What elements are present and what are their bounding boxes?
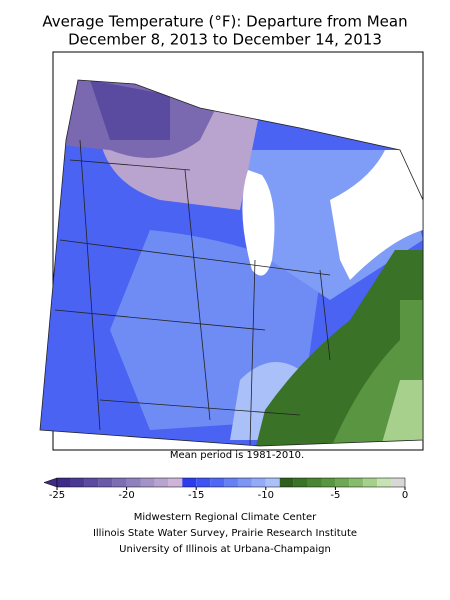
colorbar-swatch (182, 478, 197, 487)
colorbar-tick-label: -5 (330, 490, 340, 501)
colorbar-arrow (43, 477, 58, 488)
colorbar-swatch (210, 478, 225, 487)
colorbar-swatch (335, 478, 350, 487)
mean-period-note: Mean period is 1981-2010. (170, 450, 304, 461)
map-outline (39, 79, 424, 447)
colorbar-swatch (293, 478, 308, 487)
colorbar-swatch (196, 478, 211, 487)
credit-line: University of Illinois at Urbana-Champai… (119, 544, 331, 555)
credit-line: Illinois State Water Survey, Prairie Res… (93, 528, 357, 539)
colorbar-tick-label: -20 (118, 490, 134, 501)
colorbar-swatch (321, 478, 336, 487)
colorbar-swatch (279, 478, 294, 487)
colorbar-swatch (126, 478, 141, 487)
map-field (40, 80, 423, 446)
colorbar-swatch (112, 478, 127, 487)
colorbar-swatch (140, 478, 155, 487)
colorbar-swatch (224, 478, 238, 487)
title-line: Average Temperature (°F): Departure from… (42, 13, 407, 31)
colorbar-tick-label: 0 (402, 490, 408, 501)
colorbar-swatch (70, 478, 85, 487)
colorbar-swatch (265, 478, 280, 487)
colorbar-tick-label: -15 (188, 490, 204, 501)
colorbar: -25 -20 -15 -10 -5 0 (43, 477, 408, 501)
colorbar-swatch (377, 478, 392, 487)
colorbar-frame (56, 477, 406, 488)
colorbar-swatch (237, 478, 252, 487)
colorbar-swatch (57, 478, 71, 487)
colorbar-swatch (84, 478, 99, 487)
colorbar-tick-label: -10 (258, 490, 274, 501)
colorbar-swatch (307, 478, 322, 487)
credit-line: Midwestern Regional Climate Center (134, 512, 317, 523)
colorbar-swatch (251, 478, 266, 487)
title-line: December 8, 2013 to December 14, 2013 (68, 31, 382, 49)
colorbar-swatch (98, 478, 113, 487)
colorbar-swatch (349, 478, 364, 487)
colorbar-swatch (391, 478, 405, 487)
colorbar-tick-label: -25 (49, 490, 65, 501)
colorbar-swatch (363, 478, 378, 487)
colorbar-swatch (168, 478, 183, 487)
colorbar-swatch (154, 478, 169, 487)
